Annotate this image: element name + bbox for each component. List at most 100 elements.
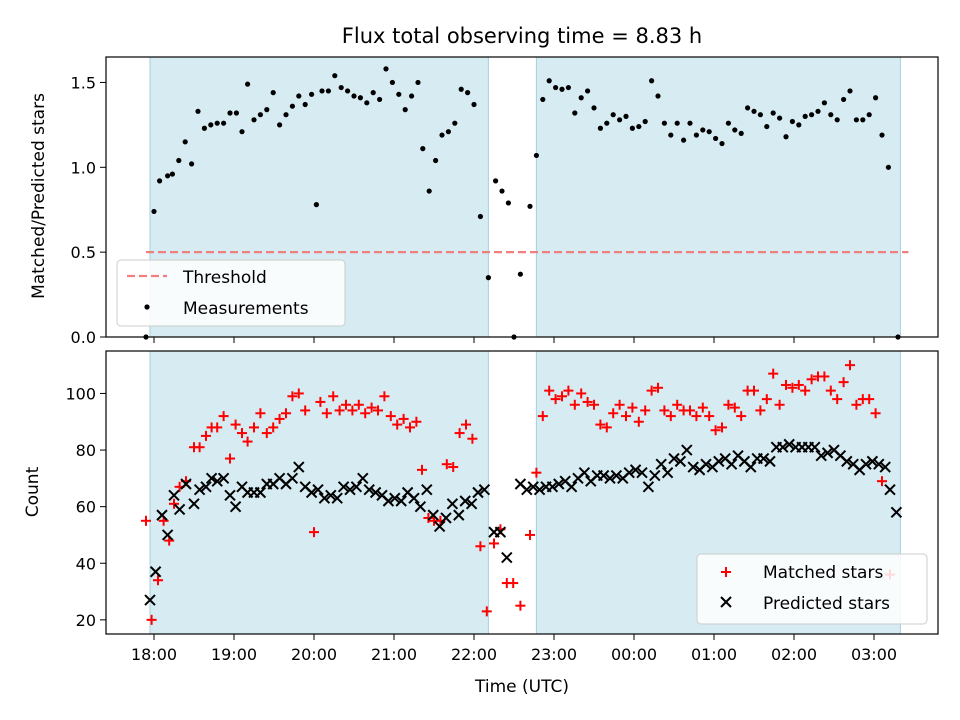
predicted-star-point (866, 455, 879, 468)
measurement-point (674, 120, 680, 126)
predicted-star-point (668, 452, 680, 465)
measurement-point (719, 140, 725, 147)
predicted-star-point (873, 458, 885, 470)
predicted-star-point (205, 472, 218, 485)
predicted-star-point (546, 481, 559, 493)
matched-star-point (274, 413, 285, 424)
predicted-star-point (211, 475, 223, 487)
predicted-star-point (350, 481, 363, 493)
predicted-star-point (395, 495, 407, 507)
plot-frame (105, 56, 939, 338)
predicted-star-point (860, 458, 872, 470)
measurement-point (493, 178, 499, 184)
measurement-point (151, 208, 157, 215)
matched-star-point (633, 416, 644, 427)
predicted-star-point (427, 509, 439, 521)
legend-measurements-label: Measurements (183, 299, 309, 319)
matched-star-point (819, 371, 830, 382)
measurement-point (420, 146, 426, 152)
predicted-star-point (408, 492, 420, 504)
legend-measurements-swatch (144, 304, 150, 310)
legend-matched-label: Matched stars (763, 563, 883, 583)
y-tick-label: 40 (76, 554, 96, 573)
matched-star-point (557, 391, 567, 402)
measurement-point (270, 90, 276, 96)
matched-star-point (201, 430, 211, 441)
x-tick-label: 02:00 (771, 645, 817, 664)
x-tick-label: 01:00 (691, 645, 737, 664)
matched-star-point (467, 433, 478, 444)
predicted-star-point (745, 461, 757, 473)
predicted-star-point (655, 458, 667, 470)
matched-star-point (550, 394, 561, 405)
predicted-star-point (478, 483, 491, 496)
measurement-point (309, 91, 315, 97)
y-tick-label: 0.5 (71, 243, 96, 262)
measurement-point (452, 120, 458, 126)
matched-star-point (832, 394, 843, 405)
predicted-star-point (389, 492, 401, 504)
measurement-point (370, 90, 376, 96)
measurement-point (610, 112, 616, 118)
observing-window-1 (536, 57, 901, 337)
measurement-point (465, 90, 471, 96)
measurement-point (277, 122, 283, 128)
measurement-point (841, 96, 847, 103)
matched-star-point (353, 399, 364, 410)
predicted-star-point (168, 489, 180, 502)
measurement-point (738, 130, 744, 136)
measurement-point (245, 81, 251, 87)
predicted-star-point (494, 526, 507, 538)
predicted-star-point (180, 478, 192, 490)
x-axis-label: Time (UTC) (474, 677, 569, 697)
measurement-point (227, 110, 233, 116)
matched-star-point (373, 405, 383, 416)
matched-star-point (582, 396, 593, 407)
bottom-panel-counts: 20 40 60 80 100 18:00 19:00 20:00 21:00 22:00 23:… (23, 350, 939, 697)
matched-star-point (448, 462, 459, 473)
measurement-point (751, 108, 757, 114)
measurement-point (439, 132, 445, 138)
measurement-point (257, 112, 263, 118)
matched-star-point (531, 467, 542, 478)
measurement-point (165, 173, 171, 179)
matched-star-point (366, 402, 377, 413)
predicted-star-point (446, 498, 459, 510)
measurement-point (396, 91, 402, 97)
predicted-star-point (331, 492, 343, 504)
plot-frame (105, 350, 939, 635)
matched-star-point (781, 379, 791, 390)
matched-star-point (601, 422, 612, 433)
matched-star-point (697, 402, 708, 413)
legend-top: Threshold Measurements (116, 259, 346, 327)
measurement-point (415, 79, 421, 86)
measurement-point (357, 95, 363, 101)
measurement-point (195, 108, 201, 114)
predicted-star-point (809, 441, 821, 453)
matched-star-point (646, 385, 657, 396)
matched-star-point (800, 385, 811, 396)
measurement-point (332, 73, 338, 79)
matched-star-point (405, 422, 415, 433)
predicted-star-point (815, 450, 827, 462)
measurement-point (540, 96, 546, 103)
matched-star-point (787, 382, 798, 393)
measurement-point (661, 120, 668, 126)
predicted-star-point (597, 469, 610, 482)
measurement-point (189, 161, 195, 167)
matched-star-point (347, 405, 358, 416)
measurement-point (477, 213, 483, 220)
matched-star-point (153, 575, 163, 586)
x-axis-ticks: 18:00 19:00 20:00 21:00 22:00 23:00 00:00 01:00… (131, 634, 897, 664)
measurement-point (364, 100, 370, 106)
predicted-star-point (700, 458, 712, 470)
matched-star-point (475, 541, 486, 552)
measurement-point (764, 123, 770, 130)
measurement-point (553, 84, 559, 91)
predicted-star-point (433, 520, 446, 533)
x-tick-label: 19:00 (211, 645, 257, 664)
predicted-star-point (604, 472, 616, 485)
legend-box (116, 259, 346, 327)
predicted-star-point (156, 509, 168, 521)
